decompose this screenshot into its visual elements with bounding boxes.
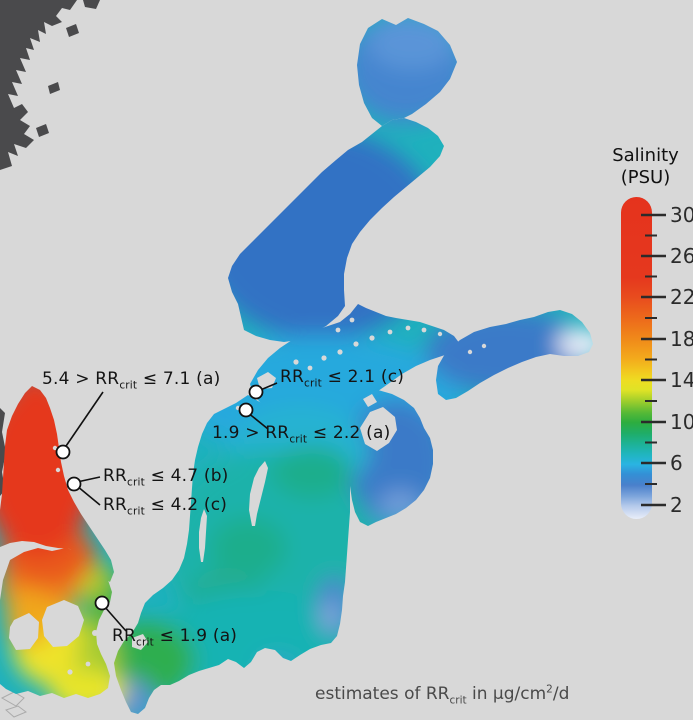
annotation-kattegat-a: 5.4 > RRcrit ≤ 7.1 (a) <box>42 369 221 392</box>
site-marker-kattegat-north <box>55 444 71 460</box>
site-marker-archipelago-n <box>248 384 264 400</box>
annotation-kattegat-c: RRcrit ≤ 4.2 (c) <box>103 495 228 518</box>
annotation-archipelago-a: 1.9 > RRcrit ≤ 2.2 (a) <box>212 423 391 446</box>
colorbar-tick-label: 10 <box>670 410 693 434</box>
figure-caption: estimates of RRcrit in µg/cm2/d <box>315 683 570 707</box>
site-marker-belt-sea <box>94 595 110 611</box>
annotation-belt-a: RRcrit ≤ 1.9 (a) <box>112 626 238 649</box>
colorbar-tick-label: 14 <box>670 368 693 392</box>
colorbar-major-ticks <box>641 213 666 507</box>
site-marker-kattegat-mid <box>66 476 82 492</box>
colorbar-tick-label: 26 <box>670 244 693 268</box>
colorbar-tick-label: 22 <box>670 285 693 309</box>
colorbar-title: Salinity (PSU) <box>598 145 693 189</box>
site-marker-archipelago-s <box>238 402 254 418</box>
colorbar-title-line1: Salinity <box>612 145 679 166</box>
colorbar-gradient <box>621 197 652 519</box>
colorbar-tick-label: 6 <box>670 451 683 475</box>
colorbar: 30 26 22 18 14 10 6 2 <box>621 197 693 519</box>
site-markers <box>55 384 264 611</box>
colorbar-tick-label: 2 <box>670 493 683 517</box>
annotation-kattegat-b: RRcrit ≤ 4.7 (b) <box>103 466 229 489</box>
colorbar-minor-ticks <box>645 234 657 485</box>
annotation-archipelago-c: RRcrit ≤ 2.1 (c) <box>280 367 405 390</box>
colorbar-tick-label: 18 <box>670 327 693 351</box>
colorbar-title-line2: (PSU) <box>620 167 671 188</box>
colorbar-tick-label: 30 <box>670 203 693 227</box>
